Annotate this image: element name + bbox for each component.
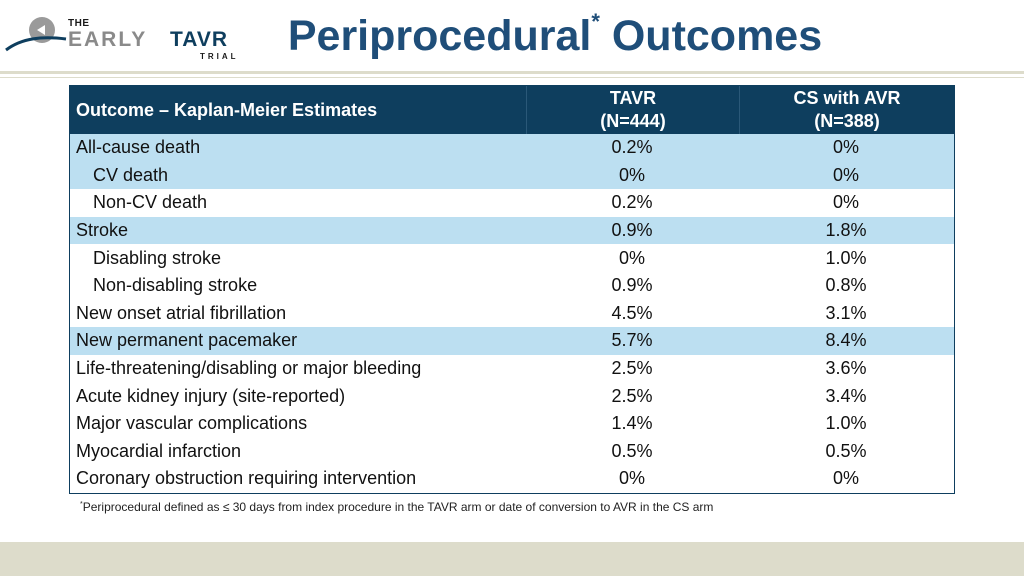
logo-trial-text: TRIAL <box>200 52 239 61</box>
tavr-cell: 2.5% <box>611 385 653 406</box>
outcome-cell: New permanent pacemaker <box>76 330 298 351</box>
cs-cell: 0% <box>832 468 859 489</box>
header-tavr-label: TAVR <box>609 88 657 108</box>
title-main: Periprocedural <box>287 12 592 60</box>
title-divider-thin <box>0 77 1024 78</box>
outcome-cell: Acute kidney injury (site-reported) <box>76 385 346 406</box>
outcome-cell: Major vascular complications <box>76 413 308 434</box>
title-rest: Outcomes <box>611 12 823 60</box>
slide-title: Periprocedural* Outcomes <box>0 8 1024 61</box>
logo-tavr-text: TAVR <box>170 28 229 51</box>
tavr-cell: 0.5% <box>611 440 653 461</box>
tavr-cell: 0.2% <box>611 192 653 213</box>
title-divider <box>0 71 1024 74</box>
tavr-cell: 1.4% <box>611 413 653 434</box>
tavr-cell: 0.2% <box>611 137 653 158</box>
table-row: Non-CV death 0.2% 0% <box>70 189 954 217</box>
table-row: Non-disabling stroke 0.9% 0.8% <box>70 272 954 300</box>
logo-emblem-icon <box>5 17 67 52</box>
table-row: New permanent pacemaker 5.7% 8.4% <box>70 327 954 355</box>
outcome-cell: Non-disabling stroke <box>93 275 258 296</box>
tavr-cell: 0.9% <box>611 220 653 241</box>
logo-the-text: THE <box>68 18 90 29</box>
outcomes-table: Outcome – Kaplan-Meier Estimates TAVR (N… <box>69 85 955 494</box>
cs-cell: 1.8% <box>825 220 867 241</box>
header-cs-n: (N=388) <box>814 111 880 131</box>
cs-cell: 3.6% <box>825 358 867 379</box>
outcome-cell: New onset atrial fibrillation <box>76 302 287 323</box>
header-outcome: Outcome – Kaplan-Meier Estimates <box>76 99 378 120</box>
outcome-cell: All-cause death <box>76 137 201 158</box>
table-row: New onset atrial fibrillation 4.5% 3.1% <box>70 300 954 328</box>
header-tavr-n: (N=444) <box>600 111 666 131</box>
cs-cell: 8.4% <box>825 330 867 351</box>
table-row: Stroke 0.9% 1.8% <box>70 216 954 245</box>
outcome-cell: Life-threatening/disabling or major blee… <box>76 358 422 379</box>
outcome-cell: Coronary obstruction requiring intervent… <box>76 468 417 489</box>
table-row: Life-threatening/disabling or major blee… <box>70 355 954 383</box>
outcome-cell: Myocardial infarction <box>76 440 242 461</box>
footnote-mark: * <box>80 501 83 508</box>
cs-cell: 0% <box>832 164 859 185</box>
cs-cell: 3.4% <box>825 385 867 406</box>
table-row: CV death 0% 0% <box>70 161 954 190</box>
table-row: Disabling stroke 0% 1.0% <box>70 244 954 272</box>
title-asterisk: * <box>591 8 600 34</box>
table-row: Myocardial infarction 0.5% 0.5% <box>70 438 954 466</box>
early-tavr-logo: THE EARLY TAVR TRIAL <box>4 12 244 62</box>
cs-cell: 0.8% <box>825 275 867 296</box>
footnote-text: Periprocedural defined as ≤ 30 days from… <box>82 500 714 514</box>
header-tavr: TAVR (N=444) <box>526 86 739 134</box>
tavr-cell: 0% <box>618 468 645 489</box>
header-cs-label: CS with AVR <box>793 88 901 108</box>
header-cs: CS with AVR (N=388) <box>739 86 954 134</box>
table-row: Coronary obstruction requiring intervent… <box>70 465 954 493</box>
table-row: All-cause death 0.2% 0% <box>70 134 954 162</box>
outcome-cell: Stroke <box>76 220 129 241</box>
footnote: *Periprocedural defined as ≤ 30 days fro… <box>80 500 713 514</box>
cs-cell: 0% <box>832 137 859 158</box>
outcome-cell: CV death <box>93 164 169 185</box>
outcome-cell: Disabling stroke <box>93 247 222 268</box>
footer-band <box>0 542 1024 576</box>
tavr-cell: 0.9% <box>611 275 653 296</box>
table-row: Major vascular complications 1.4% 1.0% <box>70 410 954 438</box>
tavr-cell: 2.5% <box>611 358 653 379</box>
table-row: Acute kidney injury (site-reported) 2.5% 3… <box>70 382 954 410</box>
cs-cell: 0% <box>832 192 859 213</box>
logo-early-text: EARLY <box>68 28 148 51</box>
tavr-cell: 0% <box>618 247 645 268</box>
cs-cell: 1.0% <box>825 413 867 434</box>
outcome-cell: Non-CV death <box>93 192 208 213</box>
cs-cell: 3.1% <box>825 302 867 323</box>
tavr-cell: 4.5% <box>611 302 653 323</box>
tavr-cell: 5.7% <box>611 330 653 351</box>
cs-cell: 0.5% <box>825 440 867 461</box>
cs-cell: 1.0% <box>825 247 867 268</box>
table-header: Outcome – Kaplan-Meier Estimates TAVR (N… <box>70 86 954 134</box>
tavr-cell: 0% <box>618 164 645 185</box>
